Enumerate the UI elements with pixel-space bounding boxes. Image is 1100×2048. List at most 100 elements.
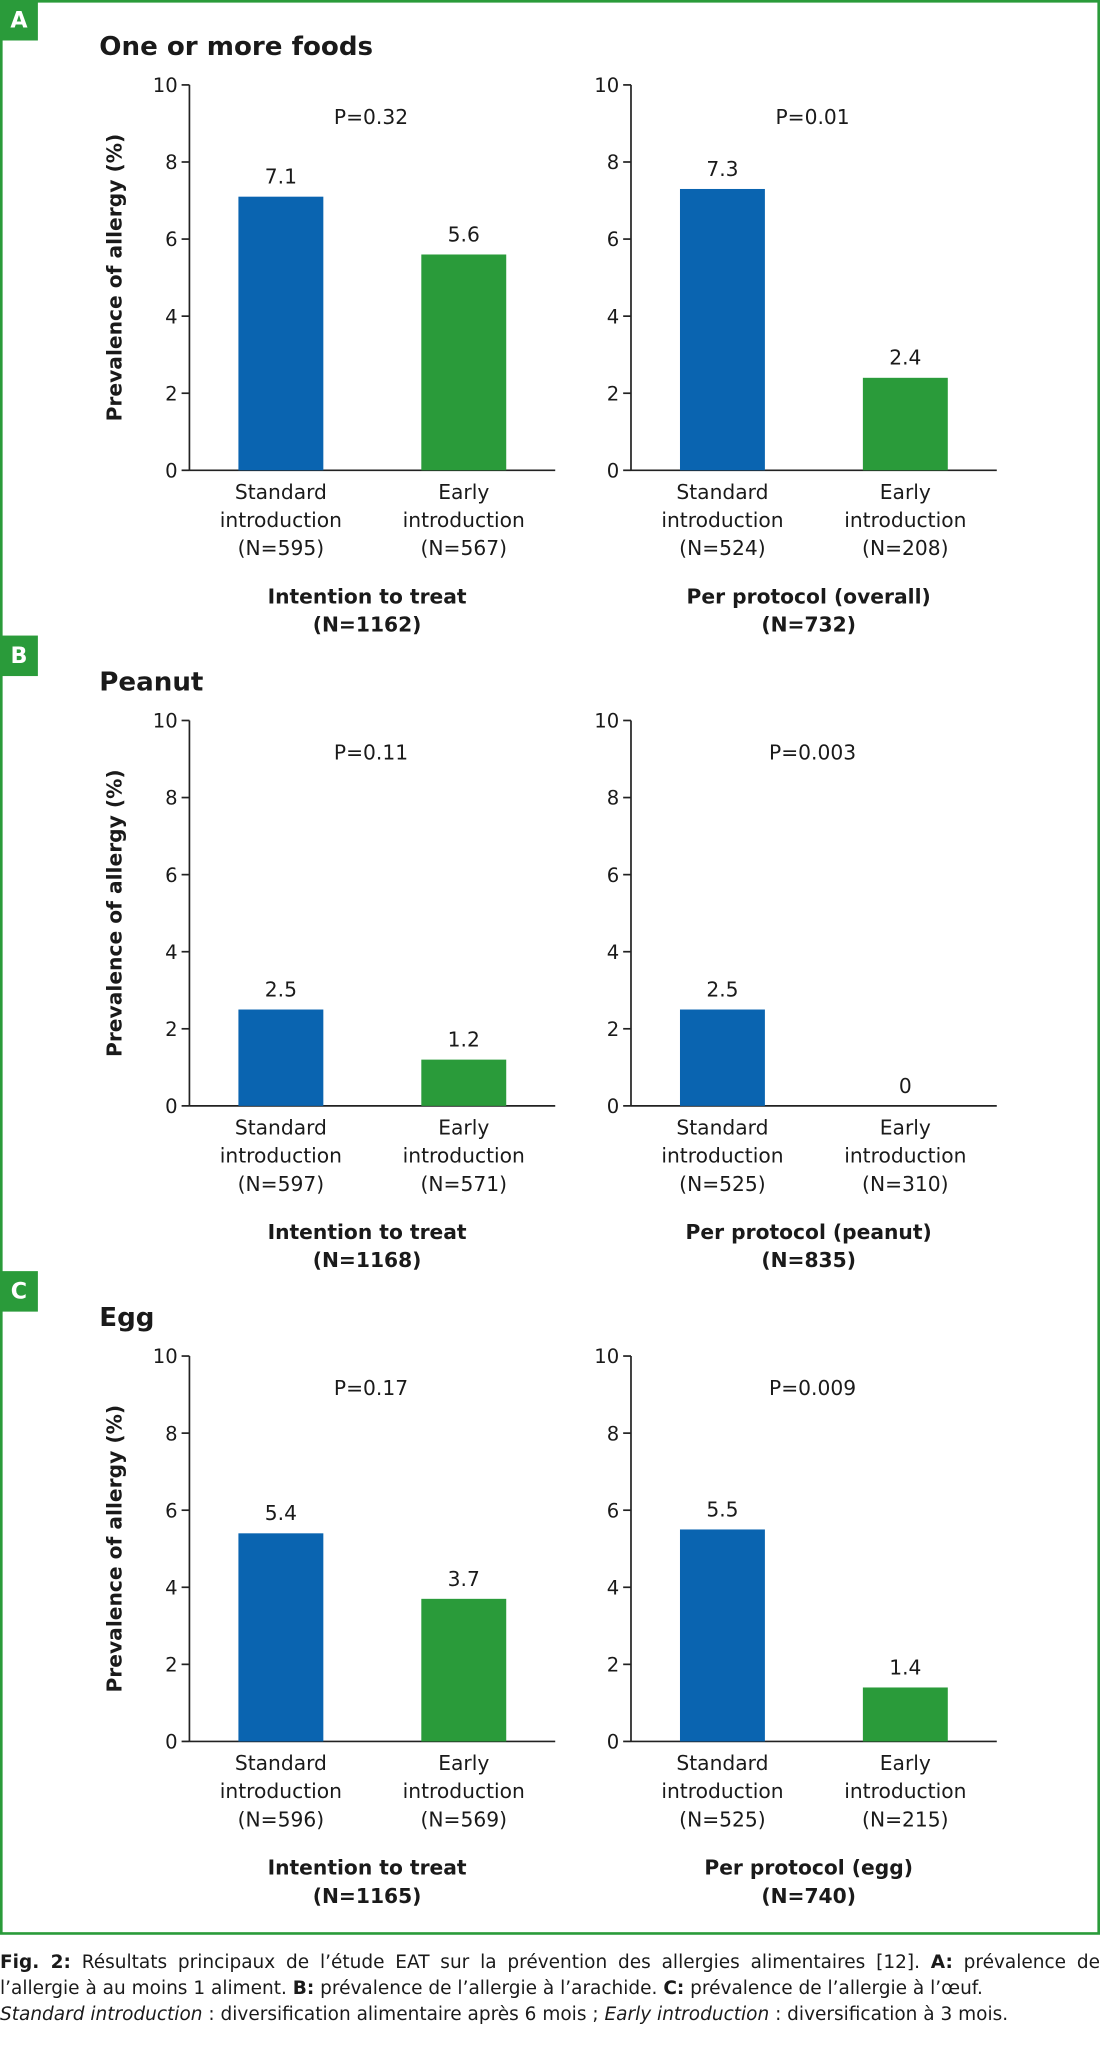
x-tick-label: Early: [438, 1116, 489, 1140]
caption-text: : diversification à 3 mois.: [769, 2004, 1009, 2025]
x-axis-label: (N=1162): [313, 613, 422, 637]
x-tick-label: (N=524): [679, 536, 766, 560]
bar: [862, 1687, 948, 1742]
caption-text: prévalence de l’allergie à l’œuf.: [684, 1978, 983, 1999]
x-tick-label: (N=571): [421, 1172, 508, 1196]
y-tick-label: 8: [165, 787, 177, 810]
value-label: 7.1: [265, 165, 297, 189]
bar: [238, 1533, 324, 1742]
caption-text: : diversification alimentaire après 6 mo…: [202, 2004, 605, 2025]
y-tick-label: 0: [607, 1095, 619, 1118]
panel-label: B: [10, 643, 27, 669]
y-tick-label: 6: [165, 228, 177, 251]
caption: Fig. 2: Résultats principaux de l’étude …: [0, 1950, 1100, 2028]
figure: A One or more foods B Peanut C Egg 0 2 4 6 8 10 Prev…: [0, 0, 1100, 1935]
x-tick-label: (N=525): [679, 1807, 766, 1831]
y-tick-label: 10: [153, 710, 178, 733]
y-tick-label: 0: [165, 459, 177, 482]
y-tick-label: 6: [607, 864, 619, 887]
y-tick-label: 4: [165, 305, 177, 328]
x-tick-label: Standard: [235, 1751, 327, 1775]
y-tick-label: 8: [607, 151, 619, 174]
x-tick-label: (N=310): [862, 1172, 949, 1196]
x-tick-label: Early: [438, 480, 489, 504]
x-tick-label: Standard: [676, 1751, 768, 1775]
y-tick-label: 0: [607, 459, 619, 482]
y-tick-label: 4: [165, 941, 177, 964]
x-tick-label: (N=208): [862, 536, 949, 560]
panel-label-box: [0, 635, 38, 677]
y-tick-label: 10: [594, 74, 619, 97]
figure-body: A One or more foods B Peanut C Egg 0 2 4 6 8 10 Prev…: [0, 0, 1100, 1935]
x-tick-label: (N=215): [862, 1807, 949, 1831]
caption-bold: Fig. 2:: [0, 1952, 71, 1973]
x-tick-label: introduction: [844, 1779, 966, 1803]
y-tick-label: 8: [607, 787, 619, 810]
value-label: 7.3: [706, 157, 738, 181]
y-tick-label: 10: [594, 710, 619, 733]
value-label: 5.6: [448, 222, 480, 246]
x-axis-label: (N=1168): [313, 1248, 422, 1272]
caption-italic: Standard introduction: [0, 2004, 203, 2025]
x-tick-label: introduction: [661, 1144, 783, 1168]
caption-italic: Early introduction: [604, 2004, 770, 2025]
x-axis-label: (N=732): [761, 613, 856, 637]
value-label: 3.7: [448, 1567, 480, 1591]
x-tick-label: introduction: [661, 508, 783, 532]
bar: [421, 1059, 507, 1106]
x-tick-label: (N=595): [238, 536, 325, 560]
y-tick-label: 6: [165, 1499, 177, 1522]
y-tick-label: 4: [607, 305, 619, 328]
p-value: P=0.009: [769, 1376, 856, 1400]
y-tick-label: 4: [607, 1576, 619, 1599]
bar: [679, 1529, 765, 1742]
bar: [862, 377, 948, 471]
y-tick-label: 6: [607, 1499, 619, 1522]
x-axis-label: Intention to treat: [268, 1220, 467, 1244]
y-tick-label: 0: [165, 1095, 177, 1118]
caption-bold: B:: [292, 1978, 315, 1999]
x-tick-label: introduction: [220, 1144, 342, 1168]
x-tick-label: Early: [438, 1751, 489, 1775]
y-tick-label: 2: [607, 382, 619, 405]
value-label: 1.4: [889, 1655, 921, 1679]
x-tick-label: introduction: [403, 508, 525, 532]
panel-label-box: [0, 1271, 38, 1312]
y-tick-label: 10: [594, 1345, 619, 1368]
y-tick-label: 8: [165, 151, 177, 174]
panel-title: One or more foods: [99, 32, 373, 62]
panel-title: Egg: [99, 1303, 154, 1333]
x-tick-label: introduction: [403, 1779, 525, 1803]
bar: [238, 196, 324, 471]
value-label: 2.4: [889, 346, 921, 370]
p-value: P=0.17: [334, 1376, 408, 1400]
panel-label: C: [11, 1279, 27, 1305]
panel-title: Peanut: [99, 667, 203, 697]
x-tick-label: Standard: [676, 1116, 768, 1140]
y-tick-label: 2: [165, 382, 177, 405]
y-tick-label: 2: [165, 1654, 177, 1677]
p-value: P=0.32: [334, 105, 408, 129]
x-axis-label: Intention to treat: [268, 1856, 467, 1880]
y-tick-label: 4: [607, 941, 619, 964]
y-tick-label: 0: [607, 1731, 619, 1754]
y-tick-label: 8: [165, 1422, 177, 1445]
x-tick-label: Early: [880, 1751, 931, 1775]
x-tick-label: Standard: [235, 1116, 327, 1140]
panel-label: A: [10, 7, 28, 33]
caption-bold: A:: [930, 1952, 953, 1973]
value-label: 2.5: [706, 977, 738, 1001]
value-label: 1.2: [448, 1028, 480, 1052]
value-label: 2.5: [265, 977, 297, 1001]
p-value: P=0.01: [775, 105, 849, 129]
value-label: 5.5: [706, 1497, 738, 1521]
x-tick-label: (N=569): [421, 1807, 508, 1831]
x-axis-label: Intention to treat: [268, 585, 467, 609]
x-tick-label: introduction: [220, 508, 342, 532]
x-tick-label: (N=596): [238, 1807, 325, 1831]
x-axis-label: Per protocol (peanut): [686, 1220, 932, 1244]
x-tick-label: introduction: [844, 508, 966, 532]
panel-border: [0, 0, 1100, 1935]
x-axis-label: (N=835): [761, 1248, 856, 1272]
